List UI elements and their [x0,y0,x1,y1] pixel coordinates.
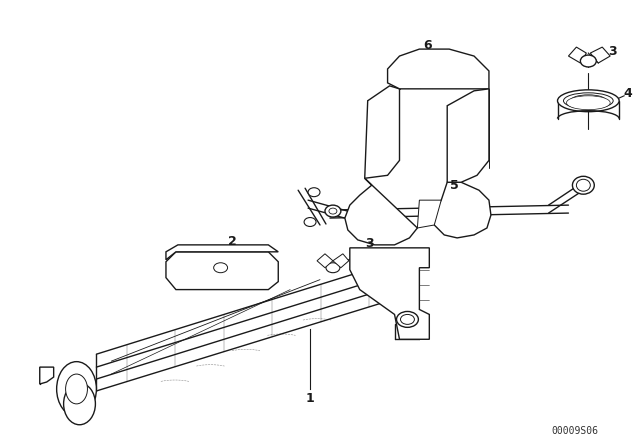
Polygon shape [333,254,349,268]
Ellipse shape [326,263,340,273]
Text: 00009S06: 00009S06 [551,426,598,436]
Ellipse shape [397,311,419,327]
Polygon shape [317,254,333,268]
Ellipse shape [65,374,88,404]
Polygon shape [166,252,278,289]
Text: 2: 2 [228,235,237,248]
Ellipse shape [304,218,316,227]
Ellipse shape [570,95,606,107]
Ellipse shape [214,263,228,273]
Ellipse shape [557,90,619,112]
Ellipse shape [57,362,97,416]
Text: 3: 3 [608,45,616,58]
Polygon shape [365,86,399,178]
Polygon shape [568,47,586,63]
Polygon shape [166,245,278,260]
Text: 1: 1 [306,392,314,405]
Ellipse shape [566,96,610,110]
Ellipse shape [329,208,337,214]
Text: 3: 3 [365,237,374,250]
Polygon shape [435,182,491,238]
Ellipse shape [63,383,95,425]
Polygon shape [345,178,417,245]
Polygon shape [388,49,489,89]
Ellipse shape [580,55,596,67]
Text: 4: 4 [624,87,632,100]
Ellipse shape [572,177,595,194]
Polygon shape [350,248,429,339]
Ellipse shape [563,93,613,109]
Polygon shape [40,367,54,384]
Ellipse shape [401,314,415,324]
Ellipse shape [325,205,341,217]
Ellipse shape [577,179,590,191]
Polygon shape [417,200,441,228]
Ellipse shape [308,188,320,197]
Polygon shape [447,89,489,182]
Text: 5: 5 [450,179,458,192]
Polygon shape [590,47,610,63]
Text: 6: 6 [423,39,431,52]
